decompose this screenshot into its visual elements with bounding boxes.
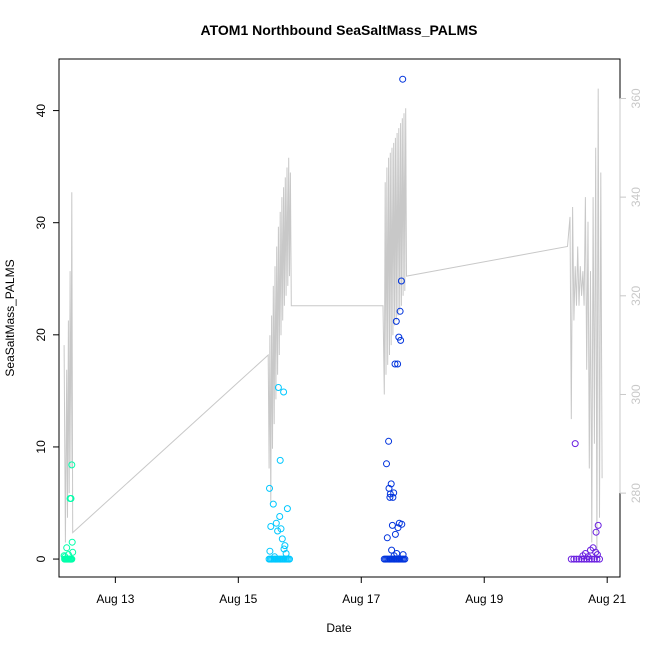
data-point [390, 552, 398, 560]
altitude-line-layer [63, 88, 603, 553]
data-point [397, 336, 405, 344]
x-tick-label: Aug 15 [219, 592, 257, 606]
data-point [278, 535, 286, 543]
data-point [570, 555, 578, 563]
data-point [282, 550, 290, 557]
data-point [280, 388, 288, 396]
data-point [578, 555, 586, 563]
data-point [391, 360, 399, 368]
data-point [575, 555, 583, 563]
y-tick-label: 10 [34, 440, 48, 454]
data-point [396, 307, 404, 315]
data-point [276, 513, 284, 520]
data-point [394, 360, 402, 368]
x-tick-label: Aug 17 [342, 592, 380, 606]
x-axis: Aug 13 Aug 15 Aug 17 Aug 19 Aug 21 [96, 576, 627, 606]
y-tick-label: 0 [34, 555, 48, 562]
data-point [60, 552, 68, 560]
data-point [594, 521, 602, 529]
data-point [389, 493, 397, 501]
points-layer [60, 75, 603, 563]
x-tick-label: Aug 21 [588, 592, 626, 606]
data-point [588, 555, 596, 563]
data-point [269, 500, 277, 508]
data-point [399, 551, 407, 559]
data-point [266, 484, 273, 492]
data-point [281, 542, 289, 550]
data-point [573, 555, 580, 563]
data-point [63, 544, 71, 552]
data-point [385, 437, 393, 445]
data-point [395, 333, 403, 341]
y2-tick-label: 300 [629, 384, 643, 404]
data-point [390, 489, 398, 497]
data-point [286, 555, 293, 563]
data-point [266, 547, 274, 555]
data-point [391, 530, 399, 538]
data-point [392, 317, 400, 325]
data-point [276, 456, 284, 464]
data-point [398, 520, 406, 528]
data-point [401, 555, 409, 563]
data-point [280, 545, 288, 553]
data-point [386, 493, 394, 501]
y-axis: 0 10 20 30 40 [34, 104, 60, 562]
y2-tick-label: 320 [629, 285, 643, 305]
y-tick-label: 20 [34, 328, 48, 342]
data-point [584, 553, 592, 561]
data-point [68, 555, 76, 563]
y-tick-label: 40 [34, 104, 48, 118]
y2-tick-label: 280 [629, 483, 643, 503]
data-point [397, 277, 405, 285]
data-point [399, 75, 407, 83]
data-point [388, 546, 396, 554]
data-point [593, 551, 601, 559]
data-point [68, 538, 76, 546]
y2-tick-label: 340 [629, 187, 643, 207]
plot-frame [58, 58, 621, 578]
data-point [283, 505, 291, 513]
data-point [592, 528, 600, 536]
data-point [388, 521, 396, 529]
y-tick-label: 30 [34, 216, 48, 230]
chart-title: ATOM1 Northbound SeaSaltMass_PALMS [201, 22, 478, 38]
x-tick-label: Aug 19 [465, 592, 503, 606]
data-point [67, 495, 75, 502]
data-point [274, 384, 282, 391]
data-point [593, 555, 601, 563]
y2-axis: 280 300 320 340 360 [619, 88, 643, 503]
data-point [64, 551, 72, 559]
data-point [68, 461, 76, 469]
data-point [383, 460, 390, 468]
data-point [383, 534, 391, 542]
y-axis-label: SeaSaltMass_PALMS [3, 259, 17, 376]
data-point [271, 553, 279, 561]
y2-tick-label: 360 [629, 88, 643, 108]
data-point [571, 440, 579, 448]
x-axis-label: Date [326, 621, 352, 635]
data-point [596, 555, 603, 563]
altitude-line [63, 88, 603, 553]
x-tick-label: Aug 13 [96, 592, 134, 606]
data-point [567, 555, 575, 563]
data-point [277, 525, 285, 533]
data-point [272, 519, 280, 527]
data-point [267, 523, 275, 530]
